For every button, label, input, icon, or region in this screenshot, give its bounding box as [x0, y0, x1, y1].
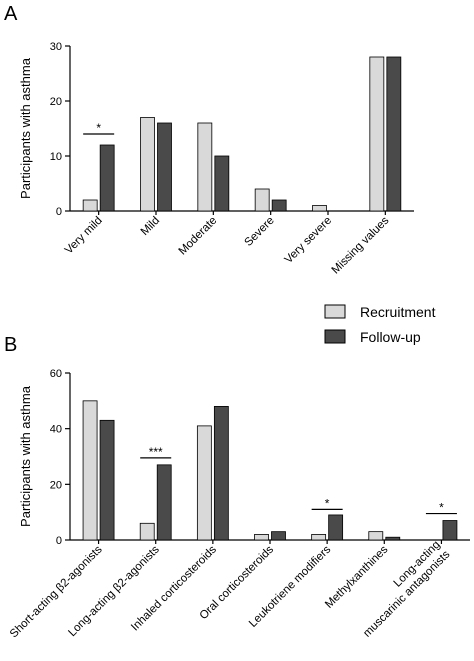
- x-category-label: Moderate: [177, 215, 220, 258]
- bar-recruitment-2: [197, 122, 213, 212]
- bar-recruitment-4: [312, 205, 327, 212]
- x-category-label-line: Very severe: [283, 215, 334, 266]
- bar-follow-up-4: [328, 514, 344, 541]
- y-tick-label: 0: [56, 535, 62, 547]
- x-category-label-line: Mild: [139, 215, 162, 238]
- x-category-label-line: Moderate: [177, 215, 220, 258]
- y-axis-title: Participants with asthma: [18, 57, 33, 199]
- legend-swatch-follow-up: [324, 329, 346, 344]
- x-category-label-line: Very mild: [63, 215, 105, 257]
- legend-swatch-recruitment: [324, 304, 346, 319]
- bar-recruitment-3: [254, 188, 270, 212]
- bar-follow-up-0: [99, 144, 115, 212]
- x-category-label-line: Methylxanthines: [323, 543, 390, 610]
- x-category-label: Missing values: [330, 214, 392, 276]
- y-tick-label: 10: [50, 151, 62, 163]
- x-category-label: Long-actingmuscarinic antagonists: [351, 539, 452, 640]
- bar-follow-up-2: [214, 155, 230, 212]
- y-axis-title: Participants with asthma: [18, 385, 33, 527]
- x-category-label: Severe: [243, 215, 277, 249]
- x-category-label: Methylxanthines: [323, 543, 390, 610]
- bar-recruitment-2: [196, 425, 212, 541]
- y-tick-label: 40: [50, 424, 62, 436]
- bar-recruitment-1: [139, 522, 155, 541]
- x-category-label: Very mild: [63, 215, 105, 257]
- chart-panel-b: 0 20 40 60 Participants with asthma Short-act…: [8, 368, 470, 640]
- x-category-label: Mild: [139, 215, 162, 238]
- significance-marker: *: [325, 496, 330, 510]
- legend-label-recruitment: Recruitment: [360, 304, 436, 320]
- chart-panel-a: 0 10 20 30 Participants with asthma Very mild…: [18, 41, 414, 276]
- bar-recruitment-1: [140, 117, 155, 212]
- y-tick-label: 60: [50, 368, 62, 380]
- panel-b-label: B: [4, 334, 17, 356]
- legend-label-follow-up: Follow-up: [360, 329, 421, 345]
- bar-follow-up-5: [386, 56, 402, 212]
- bar-recruitment-5: [369, 56, 385, 212]
- significance-marker: *: [96, 121, 101, 135]
- panel-a-label: A: [4, 3, 18, 25]
- bar-follow-up-0: [99, 419, 115, 541]
- bar-follow-up-1: [157, 122, 172, 212]
- bar-follow-up-3: [271, 199, 287, 212]
- x-category-label-line: Severe: [243, 215, 277, 249]
- bar-follow-up-5: [385, 536, 401, 541]
- bar-recruitment-3: [254, 534, 269, 541]
- significance-marker: *: [439, 501, 444, 515]
- x-category-label: Very severe: [283, 215, 334, 266]
- y-tick-label: 0: [56, 206, 62, 218]
- bar-recruitment-0: [82, 400, 98, 541]
- bar-follow-up-3: [271, 531, 286, 541]
- y-tick-label: 20: [50, 479, 62, 491]
- legend: Recruitment Follow-up: [324, 304, 436, 345]
- x-category-label-line: Missing values: [330, 214, 392, 276]
- bar-follow-up-6: [442, 520, 458, 541]
- bar-recruitment-0: [82, 199, 98, 212]
- y-tick-label: 20: [50, 96, 62, 108]
- bar-follow-up-2: [213, 405, 229, 541]
- significance-marker: ***: [149, 445, 163, 459]
- bar-follow-up-1: [156, 464, 172, 541]
- x-category-label-line: Short-acting β2-agonists: [8, 543, 105, 640]
- bar-recruitment-4: [311, 534, 327, 541]
- bar-recruitment-5: [368, 531, 384, 541]
- x-category-label: Short-acting β2-agonists: [8, 543, 105, 640]
- y-tick-label: 30: [50, 41, 62, 53]
